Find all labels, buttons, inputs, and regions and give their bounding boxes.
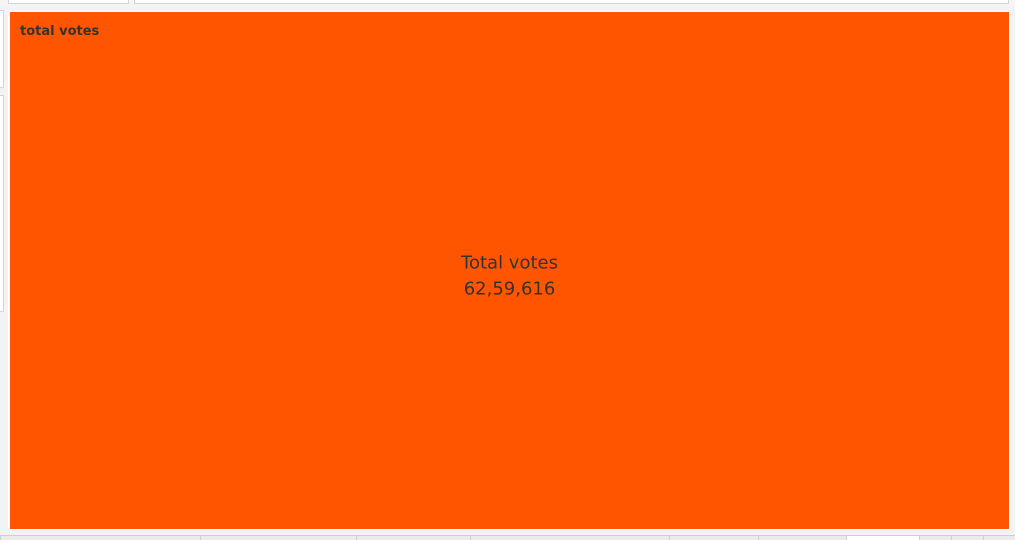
sheet-tab[interactable] [356,536,470,540]
sheet-tab[interactable] [983,536,1015,540]
left-panel-fragment [0,95,4,312]
treemap-cell[interactable] [10,12,1009,529]
sheet-tab-active[interactable] [846,536,919,540]
sheet-title: total votes [20,24,100,39]
treemap-cell-label: Total votes [460,253,558,274]
sheet-tab[interactable] [669,536,758,540]
treemap-chart: Total votes 62,59,616 [10,12,1009,529]
treemap-cell-value: 62,59,616 [464,279,556,300]
sheet-tab[interactable] [0,536,200,540]
left-panel-fragment [0,10,4,88]
top-panel-left [8,0,129,4]
sheet-tab[interactable] [919,536,951,540]
sheet-tab[interactable] [758,536,846,540]
sheet-tab[interactable] [200,536,356,540]
sheet-tab[interactable] [951,536,983,540]
sheet-tab-bar [0,535,1015,540]
sheet-tab[interactable] [470,536,669,540]
top-panel-right [134,0,1009,4]
